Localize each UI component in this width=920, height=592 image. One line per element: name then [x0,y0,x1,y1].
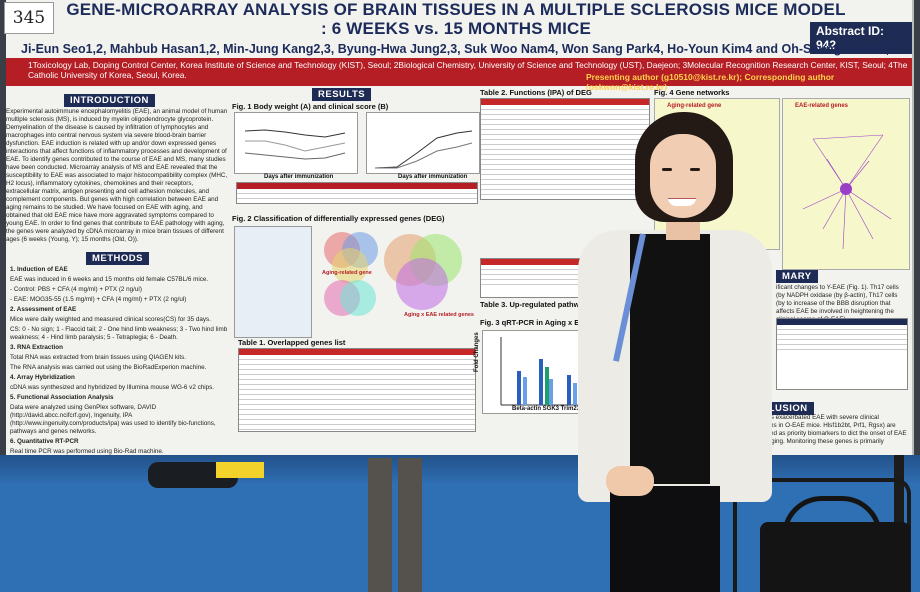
body-weight-lines [244,129,346,160]
x-axis-label-1: Days after immunization [264,174,334,180]
venn-label-aging: Aging-related gene [322,270,372,276]
ipa-functions-table [480,98,650,200]
qpcr-y-axis-label: Fold Changes [474,332,480,372]
poster-number-sign: 345 [4,2,54,34]
methods-line: 4. Array Hybridization [10,374,75,381]
methods-line: The RNA analysis was carried out using t… [10,364,207,371]
results-heading: RESULTS [312,88,372,101]
black-handbag [760,522,910,592]
smile [668,198,696,206]
fig3-label: Fig. 3 qRT-PCR in Aging x EAE related ge… [480,318,632,327]
affiliations-text: 1Toxicology Lab, Doping Control Center, … [28,60,908,80]
yellow-item-on-floor [216,462,264,478]
methods-line: - Control: PBS + CFA (4 mg/ml) + PTX (2 … [10,286,142,293]
poster-title: GENE-MICROARRAY ANALYSIS OF BRAIN TISSUE… [66,0,846,38]
conclusion-text: ed genes exacerbated EAE with severe cli… [748,414,907,445]
summary-table [776,318,908,390]
affiliation-bar [6,58,912,86]
poster-authors: Ji-Eun Seo1,2, Mahbub Hasan1,2, Min-Jung… [21,42,901,56]
research-poster: GENE-MICROARRAY ANALYSIS OF BRAIN TISSUE… [6,0,914,455]
body-weight-plot [234,112,358,174]
deg-scatter-plots [234,226,312,338]
introduction-text: Experimental autoimmune encephalomyeliti… [6,108,228,243]
aging-network-label: Aging-related gene [667,103,722,109]
methods-line: Mice were daily weighted and measured cl… [10,316,211,323]
methods-line: 5. Functional Association Analysis [10,394,114,401]
methods-heading: METHODS [86,252,149,265]
methods-line: 3. RNA Extraction [10,344,63,351]
overlapped-genes-table [238,348,476,432]
abstract-id-badge: Abstract ID: 942 [810,22,912,54]
clasped-hands [606,466,654,496]
introduction-heading: INTRODUCTION [64,94,155,107]
methods-line: Total RNA was extracted from brain tissu… [10,354,187,361]
passerby-legs [368,458,424,592]
methods-line: 1. Induction of EAE [10,266,68,273]
clinical-summary-table [236,182,478,204]
eae-network-label: EAE-related genes [795,103,849,109]
methods-line: - EAE: MOG35-55 (1.5 mg/ml) + CFA (4 mg/… [10,296,187,303]
fig4-label: Fig. 4 Gene networks [654,88,730,97]
methods-line: 6. Quantitative RT-PCR [10,438,79,445]
methods-line: Real time PCR was performed using Bio-Ra… [10,448,164,455]
clinical-score-lines [374,130,473,169]
fig1-label: Fig. 1 Body weight (A) and clinical scor… [232,102,389,111]
table2-label: Table 2. Functions (IPA) of DEG [480,88,592,97]
table1-label: Table 1. Overlapped genes list [238,338,346,347]
black-pants [610,486,720,592]
clinical-score-plot [366,112,480,174]
black-top [630,234,710,484]
fig2-label: Fig. 2 Classification of differentially … [232,214,445,223]
eae-network-image: EAE-related genes [782,98,910,270]
summary-heading: MARY [776,270,818,283]
x-axis-label-2: Days after immunization [398,174,468,180]
qpcr-x-axis-label: Beta-actin SGK3 Trim23 Trim33 [512,406,602,412]
methods-line: CS: 0 - No sign; 1 - Flaccid tail; 2 - O… [10,326,228,341]
presenter-person [570,106,772,592]
methods-line: cDNA was synthesized and hybridized by I… [10,384,215,391]
venn-label-aging-eae: Aging x EAE related genes [404,312,474,318]
methods-line: Data were analyzed using GenPlex softwar… [10,404,216,435]
methods-line: 2. Assessment of EAE [10,306,77,313]
gene-network-graph [802,134,892,250]
table3-label: Table 3. Up-regulated pathways (DAVID) o… [480,300,650,309]
methods-text: 1. Induction of EAE EAE was induced in 6 … [10,266,228,458]
methods-line: EAE was induced in 6 weeks and 15 months… [10,276,209,283]
presenter-text: Presenting author (g10510@kist.re.kr); C… [586,72,835,92]
